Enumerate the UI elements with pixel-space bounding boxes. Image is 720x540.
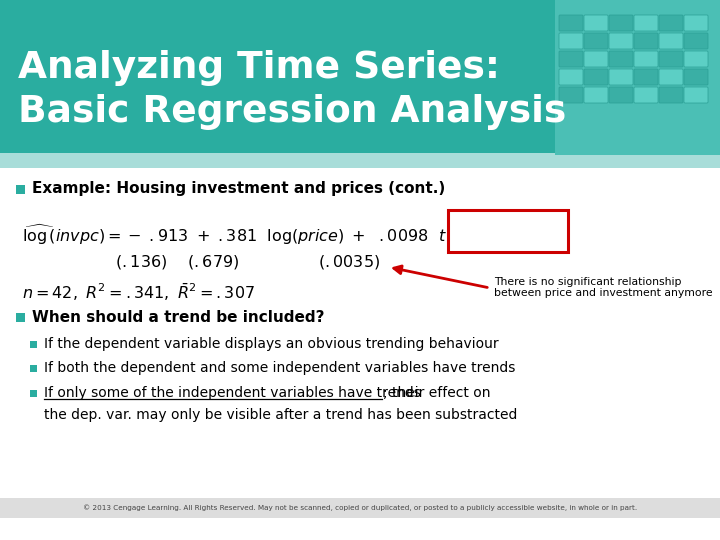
FancyBboxPatch shape bbox=[684, 69, 708, 85]
FancyBboxPatch shape bbox=[609, 33, 633, 49]
FancyBboxPatch shape bbox=[684, 87, 708, 103]
FancyBboxPatch shape bbox=[634, 51, 658, 67]
Text: If only some of the independent variables have trends: If only some of the independent variable… bbox=[44, 386, 421, 400]
FancyBboxPatch shape bbox=[0, 0, 720, 155]
Text: $\widehat{\log}(invpc) = -\ .913\ +\ .381\ \ \log(price)\ +\ \ .0098\ \ t$: $\widehat{\log}(invpc) = -\ .913\ +\ .38… bbox=[22, 223, 447, 247]
FancyBboxPatch shape bbox=[30, 341, 37, 348]
FancyBboxPatch shape bbox=[659, 87, 683, 103]
FancyBboxPatch shape bbox=[609, 15, 633, 31]
FancyBboxPatch shape bbox=[584, 33, 608, 49]
FancyBboxPatch shape bbox=[634, 33, 658, 49]
Text: If the dependent variable displays an obvious trending behaviour: If the dependent variable displays an ob… bbox=[44, 337, 499, 351]
Text: Basic Regression Analysis: Basic Regression Analysis bbox=[18, 94, 566, 130]
FancyBboxPatch shape bbox=[584, 69, 608, 85]
FancyBboxPatch shape bbox=[559, 33, 583, 49]
FancyBboxPatch shape bbox=[559, 51, 583, 67]
FancyBboxPatch shape bbox=[659, 69, 683, 85]
Text: ; their effect on: ; their effect on bbox=[383, 386, 490, 400]
FancyBboxPatch shape bbox=[584, 15, 608, 31]
FancyBboxPatch shape bbox=[555, 0, 720, 155]
FancyBboxPatch shape bbox=[584, 51, 608, 67]
FancyBboxPatch shape bbox=[684, 51, 708, 67]
Text: the dep. var. may only be visible after a trend has been substracted: the dep. var. may only be visible after … bbox=[44, 408, 518, 422]
FancyBboxPatch shape bbox=[659, 15, 683, 31]
FancyBboxPatch shape bbox=[16, 313, 25, 322]
FancyBboxPatch shape bbox=[559, 15, 583, 31]
FancyBboxPatch shape bbox=[609, 51, 633, 67]
FancyBboxPatch shape bbox=[634, 69, 658, 85]
FancyBboxPatch shape bbox=[30, 365, 37, 372]
FancyBboxPatch shape bbox=[559, 69, 583, 85]
Text: Analyzing Time Series:: Analyzing Time Series: bbox=[18, 50, 500, 86]
FancyBboxPatch shape bbox=[609, 69, 633, 85]
Text: $\quad\qquad\qquad\quad (.136) \quad\  (.679)$: $\quad\qquad\qquad\quad (.136) \quad\ (.… bbox=[22, 253, 239, 271]
Text: $n = 42,\ R^2 = .341,\ \bar{R}^2 = .307$: $n = 42,\ R^2 = .341,\ \bar{R}^2 = .307$ bbox=[22, 281, 255, 302]
FancyBboxPatch shape bbox=[0, 153, 720, 168]
FancyBboxPatch shape bbox=[634, 87, 658, 103]
FancyBboxPatch shape bbox=[0, 498, 720, 518]
Text: When should a trend be included?: When should a trend be included? bbox=[32, 309, 325, 325]
FancyBboxPatch shape bbox=[659, 33, 683, 49]
Text: between price and investment anymore: between price and investment anymore bbox=[494, 288, 713, 298]
FancyBboxPatch shape bbox=[634, 15, 658, 31]
FancyBboxPatch shape bbox=[584, 87, 608, 103]
Text: $\qquad\qquad\qquad\qquad\qquad\qquad\qquad\qquad\qquad\quad (.0035)$: $\qquad\qquad\qquad\qquad\qquad\qquad\qq… bbox=[22, 253, 380, 271]
Text: There is no significant relationship: There is no significant relationship bbox=[494, 277, 682, 287]
FancyBboxPatch shape bbox=[16, 185, 25, 194]
FancyBboxPatch shape bbox=[0, 168, 720, 518]
Text: Example: Housing investment and prices (cont.): Example: Housing investment and prices (… bbox=[32, 181, 445, 197]
Text: If both the dependent and some independent variables have trends: If both the dependent and some independe… bbox=[44, 361, 516, 375]
FancyBboxPatch shape bbox=[30, 390, 37, 397]
FancyBboxPatch shape bbox=[559, 87, 583, 103]
FancyBboxPatch shape bbox=[684, 33, 708, 49]
FancyBboxPatch shape bbox=[609, 87, 633, 103]
Text: © 2013 Cengage Learning. All Rights Reserved. May not be scanned, copied or dupl: © 2013 Cengage Learning. All Rights Rese… bbox=[83, 505, 637, 511]
FancyBboxPatch shape bbox=[684, 15, 708, 31]
FancyBboxPatch shape bbox=[659, 51, 683, 67]
